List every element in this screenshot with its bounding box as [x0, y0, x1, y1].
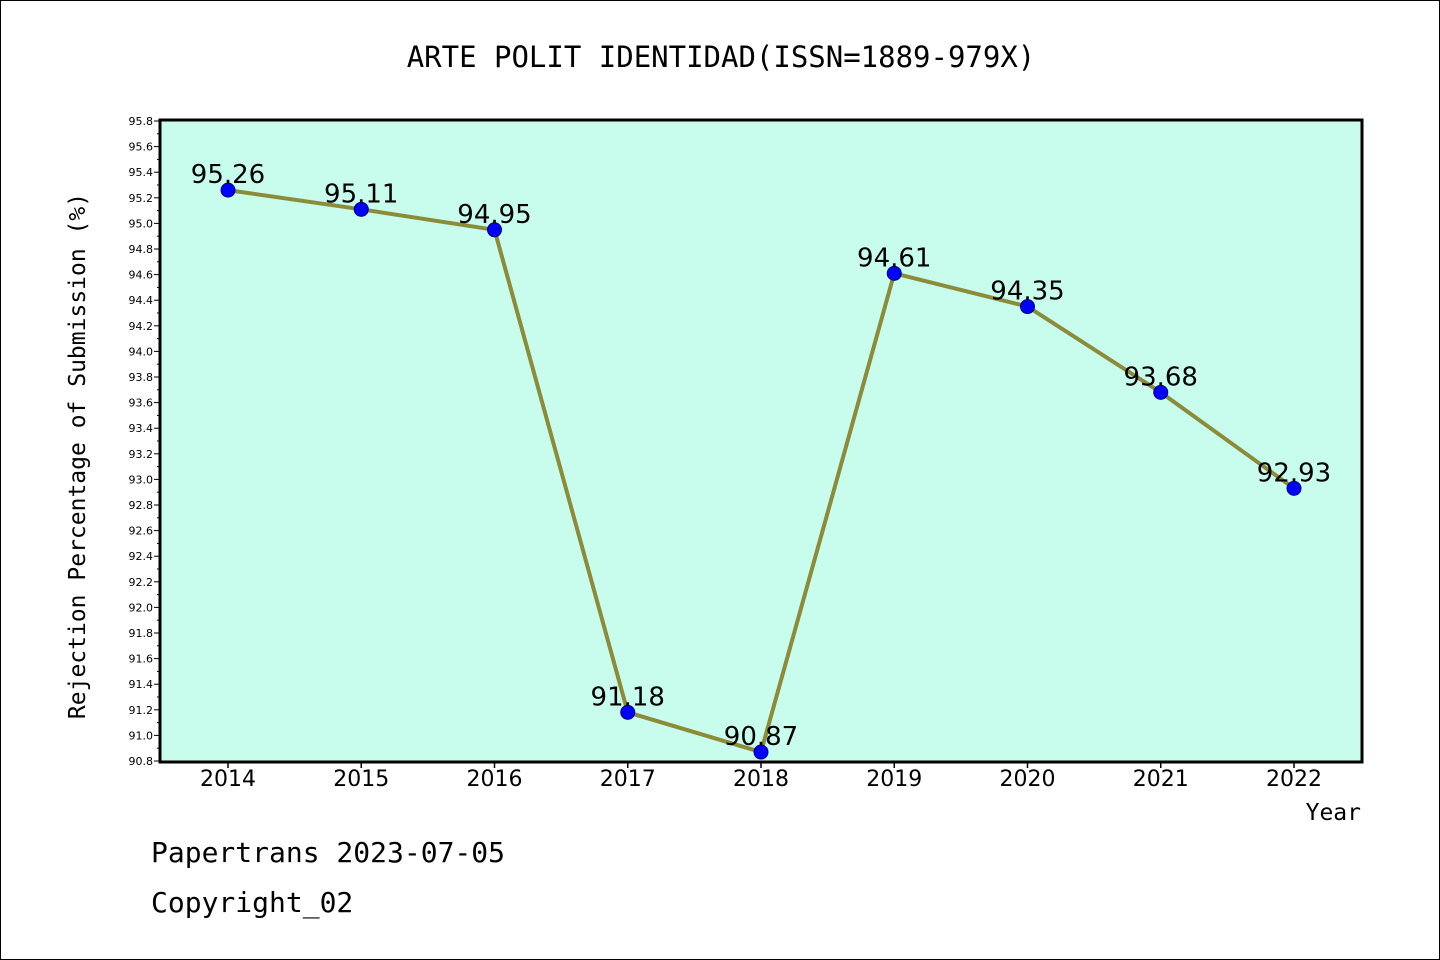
data-point	[1020, 299, 1035, 315]
y-tick-label: 92.6	[129, 525, 154, 538]
y-tick-label: 93.8	[129, 371, 154, 384]
y-tick-label: 92.8	[129, 499, 154, 512]
y-tick-label: 94.6	[129, 269, 154, 282]
data-label: 90.87	[724, 722, 798, 752]
x-tick-label: 2014	[200, 767, 256, 792]
y-tick-label: 94.4	[129, 294, 154, 307]
x-tick-label: 2017	[600, 767, 656, 792]
y-tick-label: 91.2	[129, 704, 154, 717]
data-label: 95.11	[324, 179, 398, 209]
footer-copyright-text: Copyright_02	[151, 886, 354, 919]
y-tick-label: 92.2	[129, 576, 154, 589]
plot-area	[158, 118, 1364, 764]
data-point	[620, 704, 636, 720]
y-tick-label: 91.0	[129, 729, 154, 742]
y-tick-label: 92.0	[129, 601, 154, 614]
y-tick-label: 95.0	[129, 217, 154, 230]
data-label: 92.93	[1257, 458, 1331, 488]
y-tick-label: 90.8	[129, 755, 154, 768]
data-point	[753, 744, 769, 760]
x-tick-label: 2019	[866, 767, 922, 792]
y-tick-label: 93.2	[129, 448, 154, 461]
data-label: 95.26	[191, 160, 265, 190]
y-tick-label: 95.6	[129, 141, 154, 154]
x-tick-label: 2016	[467, 767, 523, 792]
y-tick-label: 91.6	[129, 653, 154, 666]
data-point	[487, 222, 502, 238]
x-tick-label: 2022	[1266, 767, 1322, 792]
y-tick-label: 93.6	[129, 397, 154, 410]
y-tick-label: 91.4	[129, 678, 154, 691]
x-tick-label: 2020	[1000, 767, 1056, 792]
data-point	[1286, 480, 1302, 496]
y-tick-label: 93.4	[129, 422, 154, 435]
data-label: 94.61	[857, 243, 931, 273]
chart-title: ARTE POLIT IDENTIDAD(ISSN=1889-979X)	[407, 40, 1036, 74]
y-tick-label: 91.8	[129, 627, 154, 640]
data-point	[220, 182, 236, 198]
x-axis: 2014 2015 2016 2017 2018 2019 2020 2021 2022	[200, 762, 1322, 792]
y-tick-label: 93.0	[129, 473, 154, 486]
data-series: 95.26 95.11 94.95 91.18 90.87 94.61 94.35 93.68…	[191, 160, 1331, 760]
data-point	[886, 265, 902, 281]
y-tick-label: 94.8	[129, 243, 154, 256]
y-axis: 90.8 91.0 91.2 91.4 91.6 91.8 92.0 92.2 92.4 92.6…	[129, 115, 160, 768]
x-tick-label: 2021	[1133, 767, 1189, 792]
data-label: 93.68	[1124, 362, 1198, 392]
data-point	[353, 201, 369, 217]
y-tick-label: 95.2	[129, 192, 154, 205]
x-tick-label: 2018	[733, 767, 789, 792]
x-axis-label: Year	[1306, 800, 1361, 826]
y-axis-label: Rejection Percentage of Submission (%)	[65, 193, 91, 719]
footer-date-text: Papertrans 2023-07-05	[151, 836, 506, 869]
y-tick-label: 92.4	[129, 550, 154, 563]
data-label: 91.18	[591, 682, 665, 712]
x-tick-label: 2015	[333, 767, 389, 792]
data-label: 94.95	[457, 200, 531, 230]
data-label: 94.35	[990, 277, 1064, 307]
y-tick-label: 95.4	[129, 166, 154, 179]
data-point	[1153, 384, 1169, 400]
y-tick-label: 94.2	[129, 320, 154, 333]
y-tick-label: 94.0	[129, 345, 154, 358]
y-tick-label: 95.8	[129, 115, 154, 128]
